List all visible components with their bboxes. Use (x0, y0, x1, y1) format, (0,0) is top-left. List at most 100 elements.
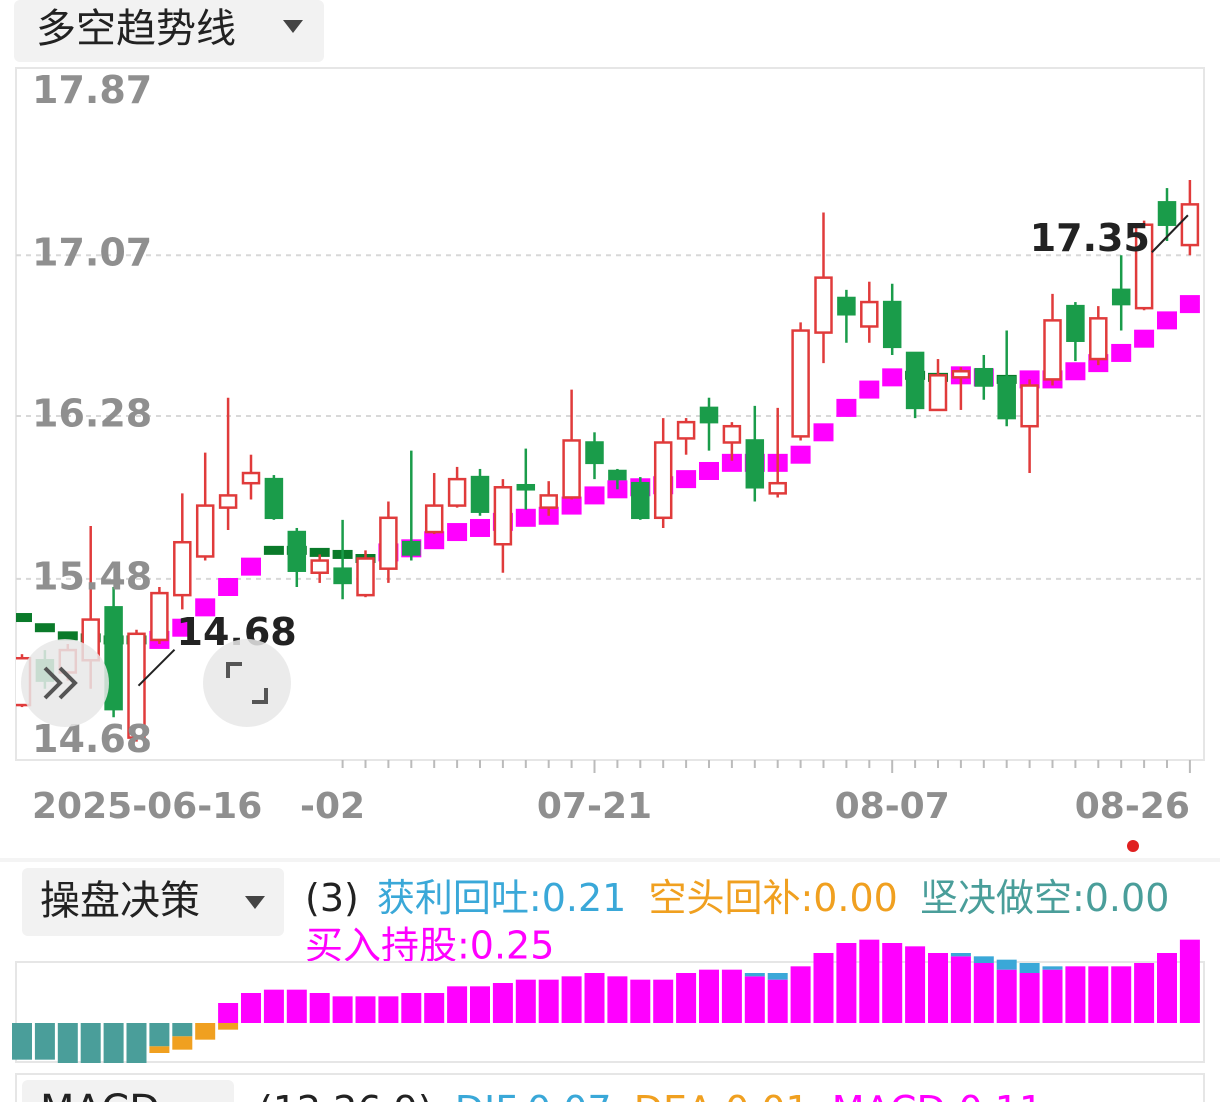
x-axis: 2025-06-16 -02 07-21 08-07 08-26 (32, 760, 1191, 827)
candle-body (608, 469, 627, 481)
indicator-selector[interactable] (22, 868, 284, 936)
annotation-line (1151, 214, 1189, 253)
candle-body (860, 300, 879, 328)
indicator-bar (561, 976, 582, 1023)
indicator-bar (172, 1023, 193, 1037)
indicator-plot (12, 939, 1200, 1063)
legend-entry: 空头回补:0.00 (648, 876, 897, 920)
candle-body (1066, 304, 1085, 342)
parameter: (12,26,9) (258, 1088, 433, 1102)
indicator-bar (1179, 939, 1200, 1023)
price-plot (16, 179, 1204, 742)
candle-body (1180, 203, 1200, 247)
candle-body (745, 439, 765, 489)
candle-body (195, 504, 215, 558)
trend-marker (241, 557, 261, 576)
annotation-line (137, 648, 176, 687)
y-tick-label: 15.48 (32, 554, 152, 598)
x-tick-label: 08-26 (1075, 786, 1190, 827)
parameter: (3) (305, 876, 359, 920)
annotation-label: 17.35 (1030, 216, 1150, 260)
candle-body (447, 477, 467, 507)
indicator-bar (218, 1023, 239, 1030)
today-dot (1127, 840, 1139, 852)
indicator-bar (928, 953, 948, 1023)
indicator-bar (57, 1023, 78, 1063)
candle-body (974, 367, 994, 387)
trend-marker (882, 368, 903, 387)
candle-body (264, 477, 284, 520)
indicator-bar (950, 956, 971, 1023)
indicator-bar (263, 989, 284, 1023)
indicator-bar (950, 953, 971, 957)
indicator-bar (1088, 966, 1109, 1023)
candle-body (631, 481, 650, 520)
trend-marker (424, 531, 445, 550)
dropdown-arrow (245, 896, 265, 909)
expand-button[interactable] (21, 639, 109, 727)
indicator-selector[interactable] (14, 0, 324, 62)
indicator-bar (1019, 973, 1040, 1023)
candle-body (310, 559, 329, 575)
macd-entry: DIF:0.07 (455, 1088, 612, 1102)
indicator-bar (12, 1023, 32, 1060)
dropdown-arrow (283, 20, 303, 33)
candle-body (470, 475, 490, 513)
trend-marker (790, 445, 811, 464)
candle-body (791, 329, 810, 438)
indicator-bar (515, 979, 536, 1023)
indicator-bar (172, 1036, 193, 1050)
trend-marker (309, 547, 330, 557)
price-panel (15, 67, 1205, 761)
x-tick-label: 07-21 (537, 786, 652, 827)
indicator-bar (721, 969, 742, 1023)
indicator-bar (767, 979, 788, 1023)
candle-body (997, 376, 1016, 420)
candle-body (539, 494, 558, 509)
expand-icon (43, 666, 78, 700)
indicator-bar (149, 1023, 170, 1047)
indicator-bar (790, 966, 811, 1023)
indicator-bar (538, 979, 559, 1023)
trend-marker (218, 578, 239, 596)
legend-entry: 买入持股:0.25 (305, 924, 554, 968)
trend-marker (859, 380, 880, 399)
trend-marker (561, 496, 582, 515)
candle-body (562, 439, 581, 499)
legend-entry: 获利回吐:0.21 (377, 876, 626, 920)
candle-body (837, 296, 856, 316)
indicator-bar (149, 1046, 170, 1053)
indicator-bar (1157, 953, 1177, 1023)
trend-marker (16, 613, 32, 623)
indicator-bar (309, 993, 330, 1023)
indicator-bar (744, 976, 765, 1023)
indicator-bar (103, 1023, 124, 1063)
macd-entry: MACD:0.11 (832, 1088, 1043, 1102)
candle-body (424, 504, 444, 534)
indicator-bar (996, 959, 1017, 970)
indicator-bar (905, 946, 926, 1023)
candle-body (699, 406, 719, 424)
indicator-bar (744, 973, 765, 977)
indicator-bar (470, 986, 490, 1023)
indicator-bar (1042, 966, 1063, 970)
selector-label: MACD (40, 1087, 160, 1102)
indicator-bar (1042, 969, 1063, 1023)
indicator-bar (882, 943, 903, 1023)
trend-marker (195, 598, 216, 617)
indicator-bar (241, 993, 261, 1023)
indicator-bar (1111, 966, 1132, 1023)
trend-marker (1111, 343, 1132, 362)
indicator-bar (195, 1023, 216, 1040)
indicator-bar (973, 956, 994, 963)
indicator-selector[interactable] (22, 1080, 234, 1102)
candle-body (173, 540, 192, 597)
indicator-panel (15, 961, 1205, 1063)
fullscreen-button[interactable] (203, 639, 291, 727)
candle-body (676, 420, 696, 440)
indicator-bar (607, 976, 628, 1023)
indicator-bar (218, 1003, 239, 1023)
trend-marker (263, 545, 284, 555)
indicator-bar (584, 973, 605, 1023)
candle-body (928, 374, 948, 412)
